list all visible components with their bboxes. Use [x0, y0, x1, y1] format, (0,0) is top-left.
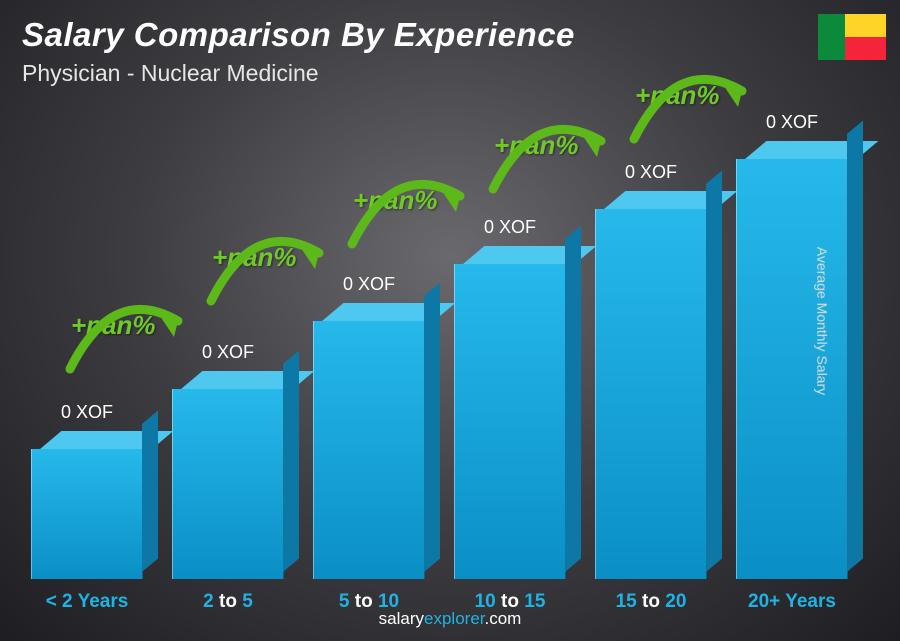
footer-suffix: .com: [485, 609, 522, 628]
bar-0: 0 XOF< 2 Years: [22, 402, 152, 579]
bar-value-label: 0 XOF: [61, 402, 113, 423]
bar-side-face: [565, 226, 581, 572]
bar-chart: 0 XOF< 2 Years0 XOF2 to 5+nan%0 XOF5 to …: [22, 109, 857, 579]
growth-label: +nan%: [635, 80, 720, 111]
bar-body: [454, 246, 566, 579]
chart-subtitle: Physician - Nuclear Medicine: [22, 60, 575, 87]
bar-5: 0 XOF20+ Years+nan%: [727, 112, 857, 579]
bar-2: 0 XOF5 to 10+nan%: [304, 274, 434, 579]
flag-stripe-yellow: [845, 14, 886, 37]
bar-4: 0 XOF15 to 20+nan%: [586, 162, 716, 579]
flag-right: [845, 14, 886, 60]
bar-body: [736, 141, 848, 579]
bar-body: [172, 371, 284, 579]
bar-side-face: [847, 121, 863, 572]
bar-side-face: [424, 283, 440, 572]
bar-front-face: [454, 264, 566, 579]
bar-side-face: [283, 351, 299, 572]
bar-side-face: [142, 411, 158, 572]
bar-front-face: [595, 209, 707, 579]
growth-label: +nan%: [71, 310, 156, 341]
growth-label: +nan%: [353, 185, 438, 216]
bar-value-label: 0 XOF: [484, 217, 536, 238]
bar-body: [313, 303, 425, 579]
chart-header: Salary Comparison By Experience Physicia…: [22, 16, 575, 87]
footer-accent: explorer: [424, 609, 484, 628]
bar-body: [31, 431, 143, 579]
bar-value-label: 0 XOF: [766, 112, 818, 133]
chart-title: Salary Comparison By Experience: [22, 16, 575, 54]
country-flag-benin: [818, 14, 886, 60]
growth-label: +nan%: [494, 130, 579, 161]
flag-stripe-green: [818, 14, 845, 60]
bar-value-label: 0 XOF: [343, 274, 395, 295]
bar-3: 0 XOF10 to 15+nan%: [445, 217, 575, 579]
bar-body: [595, 191, 707, 579]
footer-prefix: salary: [379, 609, 424, 628]
flag-stripe-red: [845, 37, 886, 60]
bar-value-label: 0 XOF: [202, 342, 254, 363]
source-footer: salaryexplorer.com: [0, 609, 900, 629]
growth-label: +nan%: [212, 242, 297, 273]
bar-front-face: [172, 389, 284, 579]
bar-side-face: [706, 171, 722, 572]
bar-front-face: [31, 449, 143, 579]
bar-1: 0 XOF2 to 5+nan%: [163, 342, 293, 579]
bar-front-face: [736, 159, 848, 579]
bar-value-label: 0 XOF: [625, 162, 677, 183]
y-axis-label: Average Monthly Salary: [814, 246, 830, 394]
bar-front-face: [313, 321, 425, 579]
